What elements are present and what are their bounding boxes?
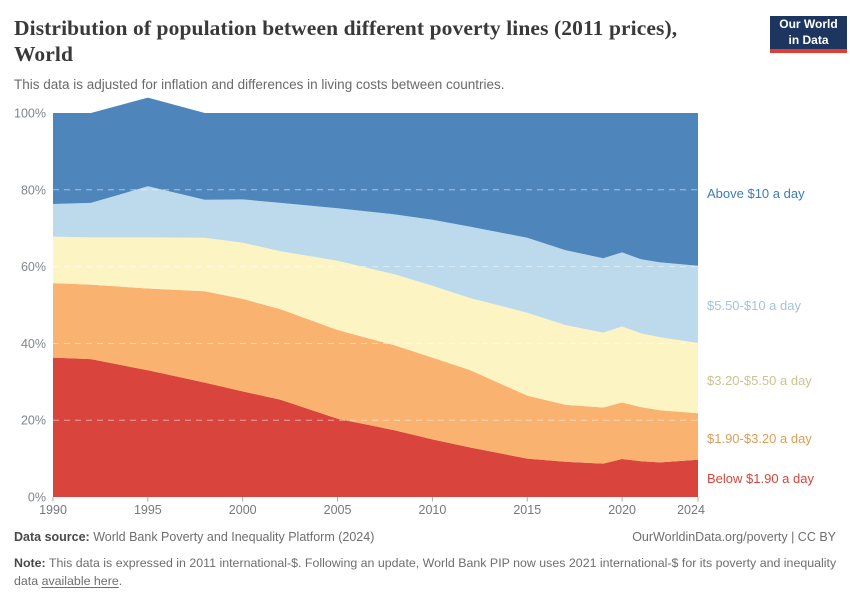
note-text: This data is expressed in 2011 internati… (14, 556, 837, 588)
data-source-label: Data source: (14, 530, 90, 544)
x-tick-label-2005: 2005 (324, 503, 352, 517)
band-label-above-10: Above $10 a day (707, 186, 805, 201)
x-tick-label-2015: 2015 (513, 503, 541, 517)
data-source-text: World Bank Poverty and Inequality Platfo… (89, 530, 375, 544)
x-tick-label-2010: 2010 (419, 503, 447, 517)
x-tick-label-1995: 1995 (134, 503, 162, 517)
area-below-1-90[interactable] (53, 357, 698, 497)
x-tick-label-1990: 1990 (39, 503, 67, 517)
y-tick-label-20: 20% (21, 414, 46, 428)
title-line-2: World (14, 42, 74, 66)
y-tick-label-0: 0% (28, 491, 46, 505)
area-3-20-to-5-50[interactable] (53, 236, 698, 414)
y-tick-label-80: 80% (21, 183, 46, 197)
note-label: Note: (14, 556, 46, 570)
footer-row: Data source: World Bank Poverty and Ineq… (14, 530, 836, 544)
title-line-1: Distribution of population between diffe… (14, 16, 678, 40)
band-label-below-1-90: Below $1.90 a day (707, 471, 814, 486)
band-label-1-90-3-20: $1.90-$3.20 a day (707, 431, 812, 446)
owid-logo-text: Our World in Data (779, 17, 838, 47)
page-title: Distribution of population between diffe… (14, 15, 749, 67)
band-label-5-50-10: $5.50-$10 a day (707, 298, 801, 313)
area-above-10[interactable] (53, 97, 698, 266)
owid-logo[interactable]: Our World in Data (770, 16, 847, 53)
available-here-link[interactable]: available here (41, 573, 119, 588)
chart-subtitle: This data is adjusted for inflation and … (14, 77, 505, 92)
note-suffix: . (118, 573, 123, 588)
area-5-50-to-10[interactable] (53, 186, 698, 343)
y-tick-label-40: 40% (21, 337, 46, 351)
y-tick-label-60: 60% (21, 260, 46, 274)
x-tick-label-2020: 2020 (608, 503, 636, 517)
footnote: Note: This data is expressed in 2011 int… (14, 555, 838, 590)
x-tick-label-2024: 2024 (677, 503, 705, 517)
x-tick-label-2000: 2000 (229, 503, 257, 517)
band-label-3-20-5-50: $3.20-$5.50 a day (707, 373, 812, 388)
attribution: OurWorldinData.org/poverty | CC BY (632, 530, 836, 544)
data-source: Data source: World Bank Poverty and Ineq… (14, 530, 374, 544)
y-tick-label-100: 100% (14, 107, 46, 121)
area-1-90-to-3-20[interactable] (53, 283, 698, 464)
